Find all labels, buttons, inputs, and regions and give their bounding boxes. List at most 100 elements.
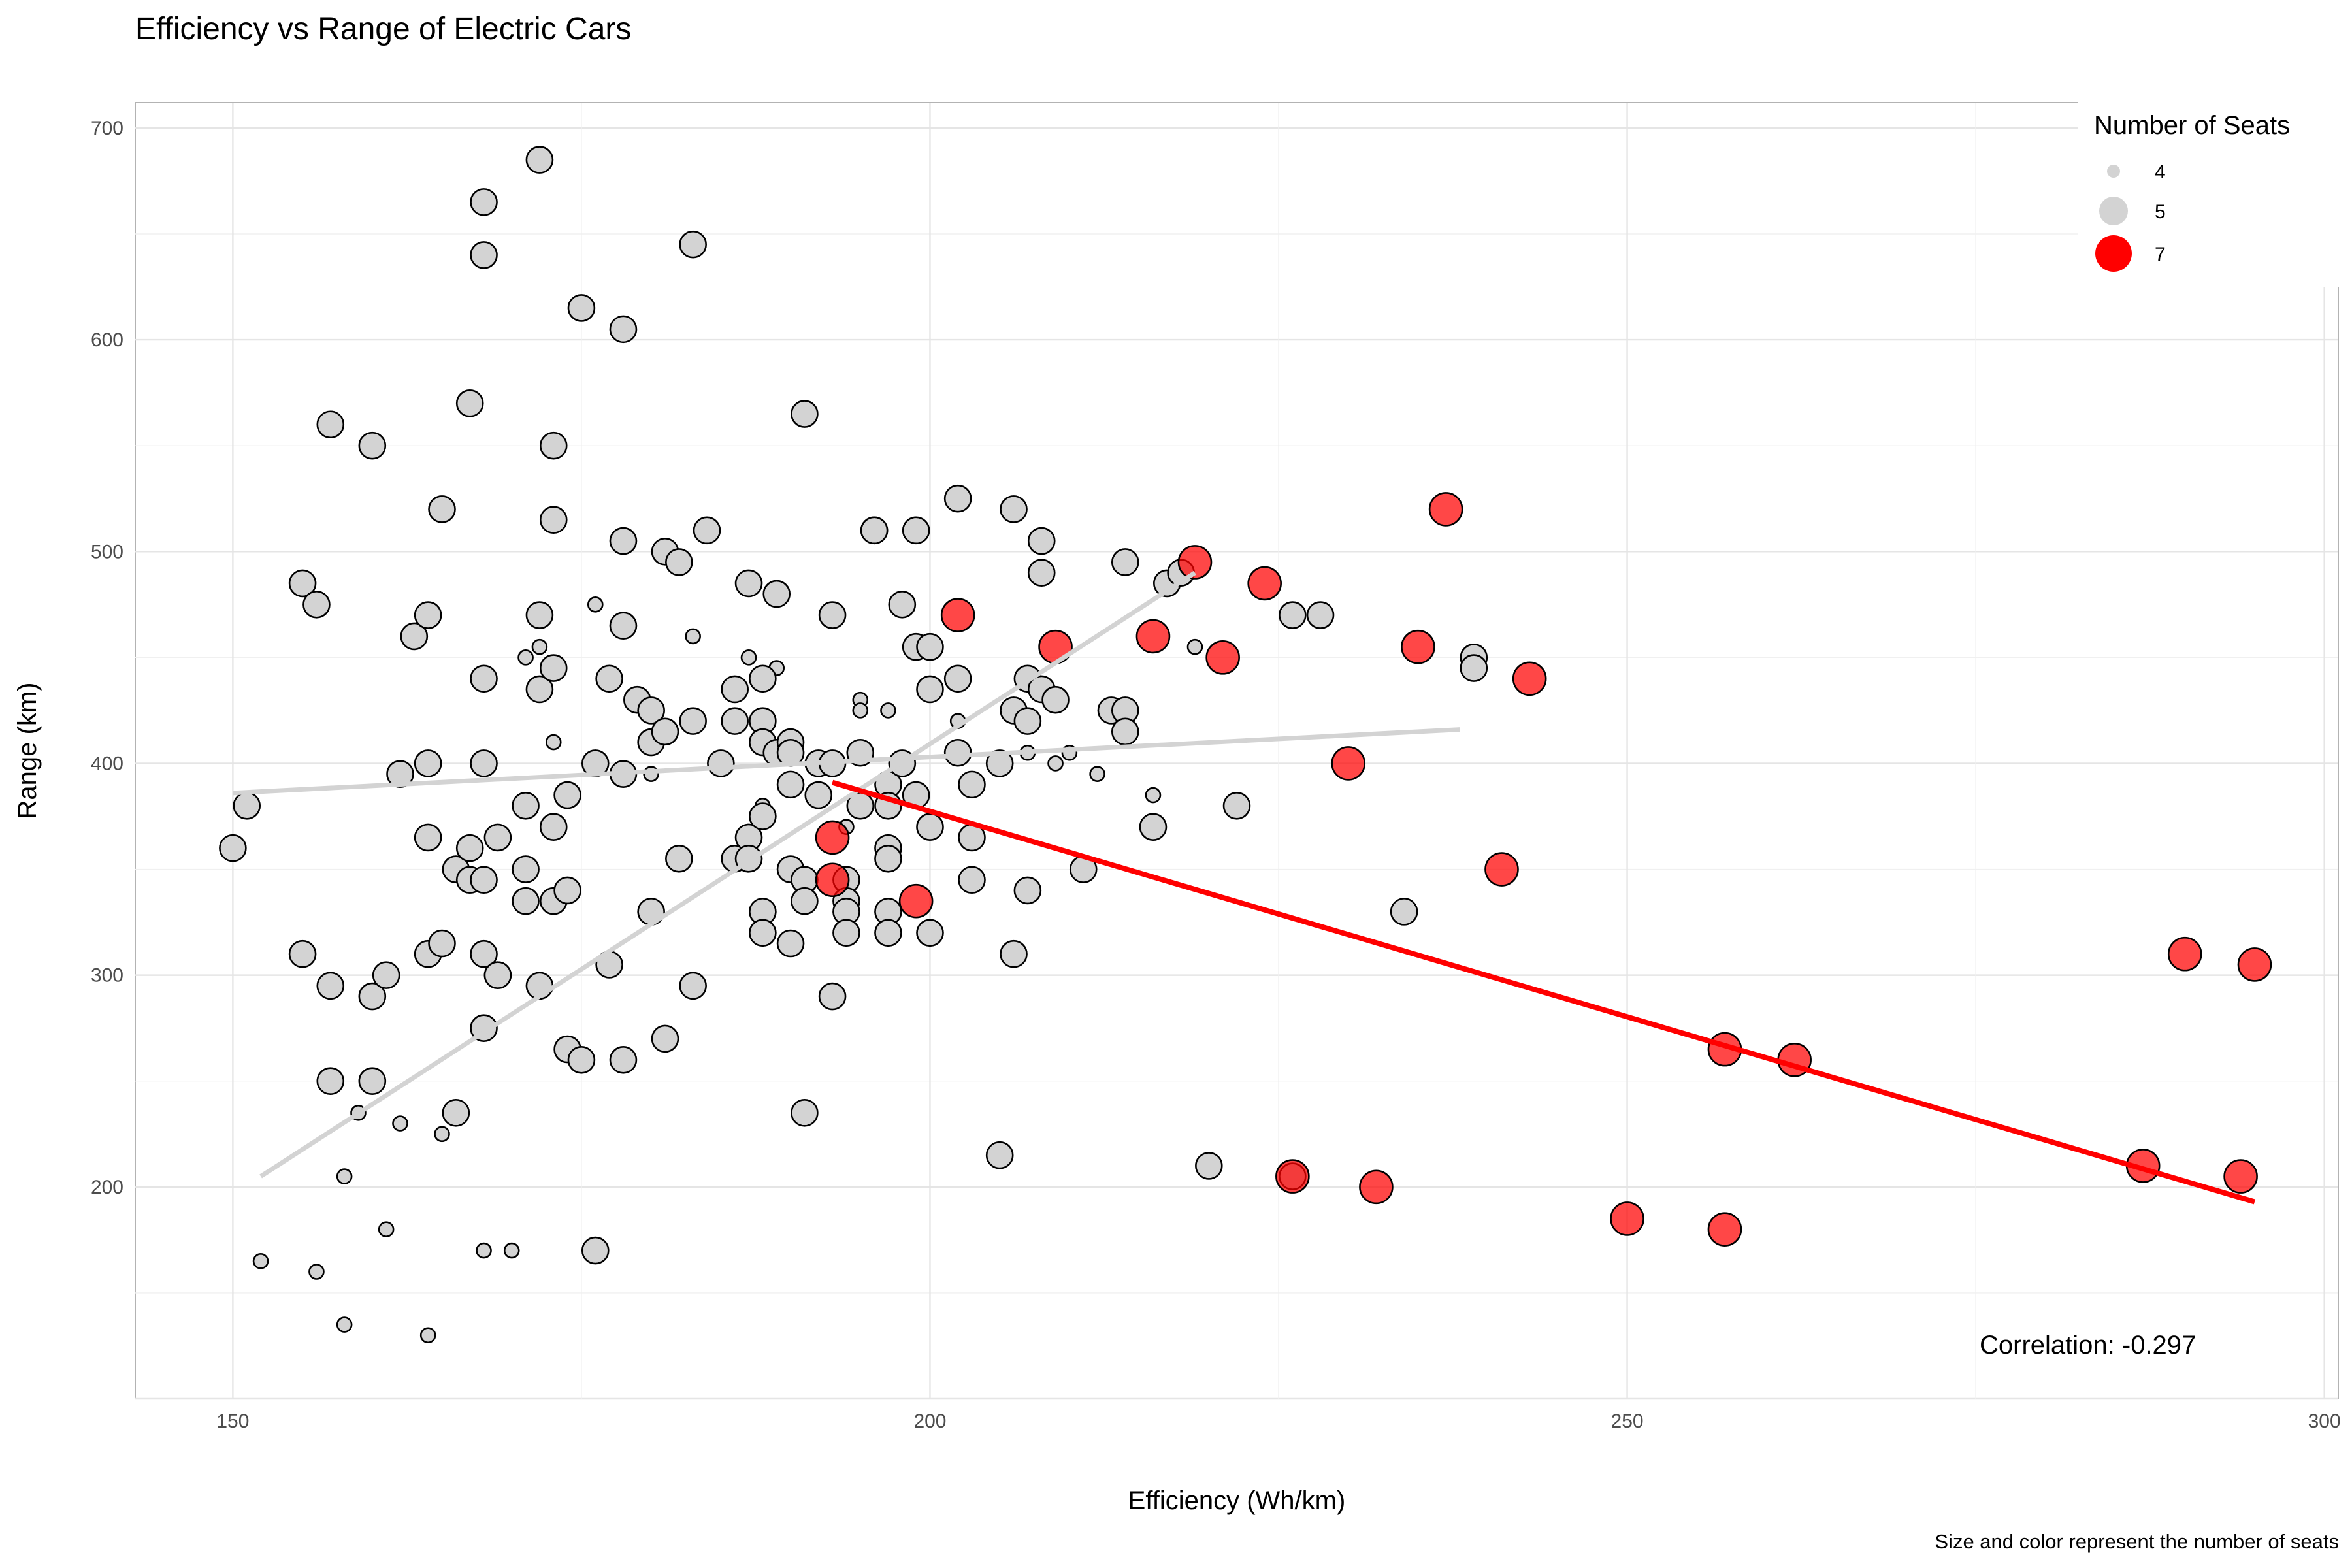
y-tick-label: 600 bbox=[91, 329, 123, 351]
data-point-seats-7 bbox=[815, 820, 850, 855]
data-point-seats-5 bbox=[302, 591, 331, 619]
data-point-seats-4 bbox=[336, 1316, 353, 1333]
data-point-seats-4 bbox=[336, 1168, 353, 1184]
trend-line-seats-5 bbox=[259, 570, 1196, 1179]
data-point-seats-5 bbox=[1013, 707, 1042, 735]
data-point-seats-5 bbox=[958, 866, 986, 894]
data-point-seats-7 bbox=[1484, 852, 1519, 887]
data-point-seats-5 bbox=[442, 1099, 470, 1127]
data-point-seats-7 bbox=[940, 598, 975, 632]
data-point-seats-5 bbox=[525, 675, 554, 704]
data-point-seats-4 bbox=[476, 1242, 492, 1259]
data-point-seats-5 bbox=[428, 929, 456, 958]
data-point-seats-5 bbox=[483, 823, 512, 852]
data-point-seats-5 bbox=[776, 770, 805, 799]
data-point-seats-5 bbox=[665, 548, 693, 576]
data-point-seats-5 bbox=[525, 146, 554, 174]
data-point-seats-4 bbox=[1186, 638, 1203, 655]
data-point-seats-7 bbox=[1331, 746, 1366, 781]
data-point-seats-7 bbox=[1359, 1169, 1394, 1205]
data-point-seats-5 bbox=[734, 569, 763, 598]
data-point-seats-5 bbox=[1000, 939, 1028, 968]
data-point-seats-5 bbox=[762, 580, 791, 608]
data-point-seats-7 bbox=[2223, 1159, 2258, 1194]
data-point-seats-5 bbox=[567, 294, 596, 322]
data-point-seats-7 bbox=[1707, 1212, 1742, 1247]
data-point-seats-5 bbox=[902, 516, 930, 545]
y-tick-label: 200 bbox=[91, 1177, 123, 1198]
data-point-seats-5 bbox=[553, 781, 581, 809]
data-point-seats-5 bbox=[985, 749, 1014, 777]
data-point-seats-5 bbox=[428, 495, 456, 523]
data-point-seats-5 bbox=[651, 1024, 679, 1053]
data-point-seats-7 bbox=[815, 862, 850, 898]
trend-lines bbox=[233, 570, 2256, 1205]
data-point-seats-4 bbox=[545, 734, 562, 751]
data-point-seats-5 bbox=[874, 919, 902, 947]
data-point-seats-4 bbox=[503, 1242, 520, 1259]
data-point-seats-5 bbox=[609, 612, 638, 640]
data-point-seats-5 bbox=[874, 845, 902, 873]
data-point-seats-5 bbox=[470, 749, 498, 777]
data-point-seats-4 bbox=[1089, 766, 1105, 782]
data-point-seats-5 bbox=[832, 919, 860, 947]
data-point-seats-5 bbox=[888, 591, 917, 619]
data-point-seats-5 bbox=[539, 813, 568, 841]
data-point-seats-5 bbox=[609, 527, 638, 555]
data-point-seats-5 bbox=[470, 241, 498, 269]
data-point-seats-5 bbox=[512, 791, 540, 820]
data-point-seats-7 bbox=[2167, 936, 2202, 972]
y-tick-label: 700 bbox=[91, 118, 123, 139]
x-tick-label: 250 bbox=[1611, 1411, 1644, 1432]
data-point-seats-5 bbox=[749, 664, 777, 693]
legend-label-4: 4 bbox=[2155, 161, 2166, 183]
data-point-seats-5 bbox=[358, 1067, 387, 1096]
data-point-seats-5 bbox=[1460, 654, 1488, 682]
data-point-seats-4 bbox=[308, 1264, 325, 1280]
data-point-seats-5 bbox=[372, 961, 400, 989]
data-point-seats-5 bbox=[316, 410, 345, 439]
correlation-annotation: Correlation: -0.297 bbox=[1980, 1331, 2196, 1360]
data-point-seats-5 bbox=[958, 770, 986, 799]
data-point-seats-5 bbox=[679, 707, 707, 735]
data-point-seats-5 bbox=[1111, 717, 1139, 746]
data-point-seats-5 bbox=[943, 664, 972, 693]
data-point-seats-5 bbox=[512, 855, 540, 883]
data-point-seats-5 bbox=[693, 516, 721, 545]
data-point-seats-5 bbox=[916, 813, 944, 841]
data-point-seats-5 bbox=[651, 717, 679, 746]
data-point-seats-5 bbox=[539, 506, 568, 534]
data-point-seats-5 bbox=[1041, 685, 1070, 714]
data-point-seats-5 bbox=[414, 823, 442, 852]
axis-ticks: 150 200 250 300 200 300 400 500 600 700 bbox=[91, 118, 2341, 1432]
data-point-seats-7 bbox=[898, 883, 934, 919]
data-point-seats-5 bbox=[386, 760, 414, 788]
data-point-seats-4 bbox=[419, 1327, 436, 1344]
y-axis-title: Range (km) bbox=[13, 683, 42, 819]
data-point-seats-5 bbox=[804, 781, 833, 809]
legend-label-7: 7 bbox=[2155, 244, 2166, 265]
data-point-seats-4 bbox=[392, 1115, 408, 1132]
data-point-seats-5 bbox=[539, 654, 568, 682]
y-tick-label: 300 bbox=[91, 965, 123, 987]
data-point-seats-5 bbox=[1027, 559, 1056, 587]
data-point-seats-5 bbox=[233, 791, 261, 820]
data-point-seats-5 bbox=[470, 866, 498, 894]
legend: Number of Seats 4 5 7 bbox=[2078, 98, 2339, 287]
data-point-seats-5 bbox=[316, 972, 345, 1000]
trend-line-seats-7 bbox=[831, 779, 2256, 1205]
data-point-seats-5 bbox=[1222, 791, 1251, 820]
legend-label-5: 5 bbox=[2155, 201, 2166, 223]
data-point-seats-4 bbox=[880, 702, 896, 719]
data-point-seats-5 bbox=[1013, 876, 1042, 905]
data-point-seats-5 bbox=[791, 887, 819, 915]
x-axis-title: Efficiency (Wh/km) bbox=[1128, 1486, 1346, 1515]
legend-key-4 bbox=[2107, 165, 2120, 178]
data-point-seats-5 bbox=[791, 400, 819, 428]
data-point-seats-5 bbox=[1390, 898, 1418, 926]
data-point-seats-5 bbox=[707, 749, 735, 777]
data-point-seats-5 bbox=[512, 887, 540, 915]
data-point-seats-5 bbox=[358, 431, 387, 460]
data-point-seats-4 bbox=[378, 1221, 395, 1237]
